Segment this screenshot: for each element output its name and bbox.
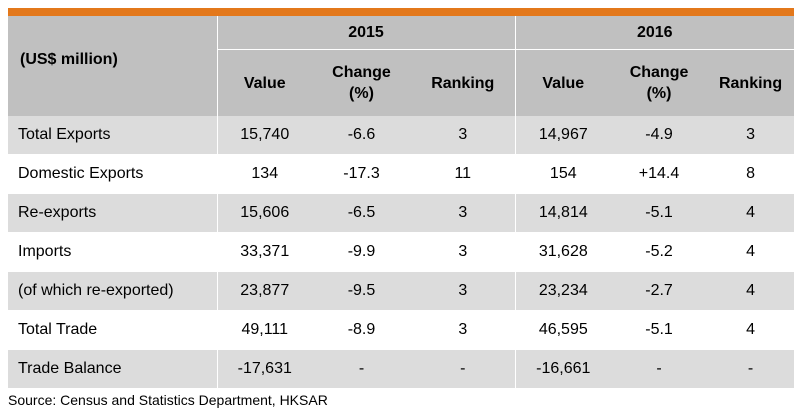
ranking-2016: 4 xyxy=(707,193,795,233)
table-row: Imports 33,371 -9.9 3 31,628 -5.2 4 xyxy=(8,232,795,272)
change-header-line2: (%) xyxy=(646,85,672,102)
change-2015: -17.3 xyxy=(312,154,411,194)
change-2016: -5.2 xyxy=(611,232,708,272)
value-2016: 46,595 xyxy=(514,310,612,350)
table-row: (of which re-exported) 23,877 -9.5 3 23,… xyxy=(8,271,795,311)
change-2016: -5.1 xyxy=(611,310,708,350)
ranking-2015: 3 xyxy=(411,271,516,311)
value-2015: 15,606 xyxy=(216,193,312,233)
value-2016: 31,628 xyxy=(514,232,612,272)
change-2015: -9.9 xyxy=(312,232,411,272)
change-header-2016: Change (%) xyxy=(611,49,708,116)
ranking-2016: 3 xyxy=(707,116,795,155)
change-2016: +14.4 xyxy=(611,154,708,194)
change-2016: - xyxy=(611,349,708,389)
row-label: Imports xyxy=(8,232,217,272)
ranking-2016: - xyxy=(707,349,795,389)
value-2015: 23,877 xyxy=(216,271,312,311)
ranking-header-2016: Ranking xyxy=(707,49,795,116)
value-2015: 15,740 xyxy=(216,116,312,155)
ranking-2016: 8 xyxy=(707,154,795,194)
value-2016: 23,234 xyxy=(514,271,612,311)
table-row: Domestic Exports 134 -17.3 11 154 +14.4 … xyxy=(8,154,795,194)
table-row: Trade Balance -17,631 - - -16,661 - - xyxy=(8,349,795,389)
change-header-line1: Change xyxy=(629,64,689,81)
value-2015: 33,371 xyxy=(216,232,312,272)
trade-statistics-table: (US$ million) 2015 2016 Value Change (%) … xyxy=(8,16,795,389)
unit-label: (US$ million) xyxy=(8,16,218,116)
change-2015: - xyxy=(312,349,411,389)
change-header-line2: (%) xyxy=(349,85,374,102)
value-2015: 134 xyxy=(216,154,312,194)
value-2016: -16,661 xyxy=(514,349,612,389)
ranking-2015: - xyxy=(411,349,516,389)
value-header-2016: Value xyxy=(514,49,612,116)
header-sub-row: Value Change (%) Ranking Value Change (%) … xyxy=(8,49,795,116)
value-2015: 49,111 xyxy=(216,310,312,350)
change-2016: -2.7 xyxy=(611,271,708,311)
year-header-2015: 2015 xyxy=(216,16,516,50)
accent-bar xyxy=(8,8,794,16)
header-year-row: (US$ million) 2015 2016 xyxy=(8,16,795,116)
table-row: Total Exports 15,740 -6.6 3 14,967 -4.9 … xyxy=(8,116,795,155)
change-2015: -6.5 xyxy=(312,193,411,233)
value-2016: 154 xyxy=(514,154,612,194)
change-2015: -6.6 xyxy=(312,116,411,155)
row-label: Total Exports xyxy=(8,116,217,155)
value-header-2015: Value xyxy=(216,49,312,116)
table-row: Total Trade 49,111 -8.9 3 46,595 -5.1 4 xyxy=(8,310,795,350)
value-2015: -17,631 xyxy=(216,349,312,389)
value-2016: 14,967 xyxy=(514,116,612,155)
source-note: Source: Census and Statistics Department… xyxy=(8,392,328,408)
table-row: Re-exports 15,606 -6.5 3 14,814 -5.1 4 xyxy=(8,193,795,233)
ranking-2016: 4 xyxy=(707,232,795,272)
ranking-2015: 3 xyxy=(411,232,516,272)
ranking-2016: 4 xyxy=(707,310,795,350)
ranking-header-2015: Ranking xyxy=(411,49,516,116)
change-2016: -4.9 xyxy=(611,116,708,155)
ranking-2015: 3 xyxy=(411,310,516,350)
ranking-2015: 11 xyxy=(411,154,516,194)
change-2015: -8.9 xyxy=(312,310,411,350)
value-2016: 14,814 xyxy=(514,193,612,233)
change-header-2015: Change (%) xyxy=(312,49,411,116)
row-label: (of which re-exported) xyxy=(8,271,217,311)
change-2016: -5.1 xyxy=(611,193,708,233)
year-header-2016: 2016 xyxy=(514,16,795,50)
row-label: Total Trade xyxy=(8,310,217,350)
row-label: Domestic Exports xyxy=(8,154,217,194)
row-label: Re-exports xyxy=(8,193,217,233)
change-2015: -9.5 xyxy=(312,271,411,311)
row-label: Trade Balance xyxy=(8,349,217,389)
change-header-line1: Change xyxy=(332,64,391,81)
ranking-2015: 3 xyxy=(411,116,516,155)
ranking-2016: 4 xyxy=(707,271,795,311)
ranking-2015: 3 xyxy=(411,193,516,233)
